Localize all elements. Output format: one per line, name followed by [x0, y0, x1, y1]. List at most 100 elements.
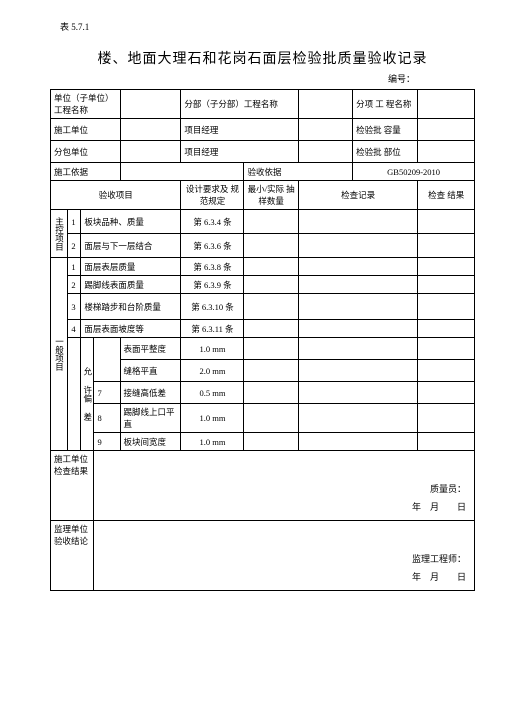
cell — [244, 234, 298, 258]
item-no: 7 — [94, 382, 120, 404]
standard-code: GB50209-2010 — [353, 163, 475, 181]
item-name: 楼梯踏步和台阶质量 — [81, 294, 181, 320]
item-name: 面层与下一层结合 — [81, 234, 181, 258]
blank-col — [68, 338, 81, 451]
item-name: 表面平整度 — [120, 338, 181, 360]
cell — [244, 294, 298, 320]
acceptance-basis-label: 验收依据 — [244, 163, 353, 181]
document-title: 楼、地面大理石和花岗石面层检验批质量验收记录 — [50, 48, 475, 68]
cell — [418, 210, 475, 234]
cell — [418, 234, 475, 258]
item-spec: 第 6.3.9 条 — [181, 276, 244, 294]
cell — [298, 360, 418, 382]
cell — [418, 338, 475, 360]
cell — [298, 276, 418, 294]
col-sample-qty: 最小/实际 抽样数量 — [244, 181, 298, 210]
item-name: 踢脚线表面质量 — [81, 276, 181, 294]
cell — [418, 276, 475, 294]
item-name: 踢脚线上口平直 — [120, 404, 181, 433]
cell — [244, 404, 298, 433]
item-spec: 1.0 mm — [181, 433, 244, 451]
item-name: 缝格平直 — [120, 360, 181, 382]
table-number: 表 5.7.1 — [60, 20, 475, 33]
item-name: 面层表面坡度等 — [81, 320, 181, 338]
item-no: 1 — [68, 258, 81, 276]
col-accept-item: 验收项目 — [51, 181, 181, 210]
item-spec: 0.5 mm — [181, 382, 244, 404]
cell — [298, 433, 418, 451]
col-check-result: 检查 结果 — [418, 181, 475, 210]
quality-officer-label: 质量员： — [412, 480, 466, 498]
cell — [418, 258, 475, 276]
item-project-value — [418, 90, 475, 119]
date-line-2: 年 月 日 — [412, 568, 466, 586]
cell — [298, 210, 418, 234]
col-check-record: 检查记录 — [298, 181, 418, 210]
supervisor-conclusion-block: 监理工程师： 年 月 日 — [94, 521, 475, 591]
cell — [298, 338, 418, 360]
group-main-control: 主控项目 — [51, 210, 68, 258]
construction-basis-value — [120, 163, 244, 181]
cell — [244, 210, 298, 234]
subcontractor-value — [120, 141, 181, 163]
item-no: 4 — [68, 320, 81, 338]
cell — [244, 433, 298, 451]
cell — [244, 258, 298, 276]
cell — [418, 382, 475, 404]
item-no: 1 — [68, 210, 81, 234]
item-no: 3 — [68, 294, 81, 320]
item-spec: 1.0 mm — [181, 338, 244, 360]
sub-project-value — [298, 90, 352, 119]
unit-project-label: 单位（子单位）工程名称 — [51, 90, 121, 119]
item-name: 板块品种、质量 — [81, 210, 181, 234]
cell — [418, 404, 475, 433]
inspection-lot-capacity-label: 检验批 容量 — [353, 119, 418, 141]
item-name: 接缝高低差 — [120, 382, 181, 404]
sub-project-label: 分部（子分部）工程名称 — [181, 90, 298, 119]
supervisor-engineer-label: 监理工程师： — [412, 550, 466, 568]
code-number-label: 编号： — [50, 72, 415, 85]
blank-cell — [94, 338, 120, 382]
project-manager-value-1 — [298, 119, 352, 141]
cell — [298, 294, 418, 320]
item-spec: 第 6.3.4 条 — [181, 210, 244, 234]
cell — [298, 382, 418, 404]
project-manager-label-1: 项目经理 — [181, 119, 298, 141]
date-line-1: 年 月 日 — [412, 498, 466, 516]
construction-unit-label: 施工单位 — [51, 119, 121, 141]
supervisor-conclusion-label: 监理单位验收结论 — [51, 521, 94, 591]
item-spec: 第 6.3.11 条 — [181, 320, 244, 338]
item-name: 板块间宽度 — [120, 433, 181, 451]
item-no: 9 — [94, 433, 120, 451]
cell — [418, 294, 475, 320]
construction-check-result-label: 施工单位 检查结果 — [51, 451, 94, 521]
cell — [244, 276, 298, 294]
cell — [418, 320, 475, 338]
cell — [298, 258, 418, 276]
project-manager-value-2 — [298, 141, 352, 163]
construction-check-result-block: 质量员： 年 月 日 — [94, 451, 475, 521]
cell — [298, 320, 418, 338]
cell — [418, 433, 475, 451]
item-spec: 第 6.3.10 条 — [181, 294, 244, 320]
inspection-lot-position-label: 检验批 部位 — [353, 141, 418, 163]
construction-unit-value — [120, 119, 181, 141]
cell — [418, 360, 475, 382]
group-general: 一般项目 — [51, 258, 68, 451]
cell — [244, 382, 298, 404]
item-spec: 第 6.3.6 条 — [181, 234, 244, 258]
subcontractor-label: 分包单位 — [51, 141, 121, 163]
item-no: 8 — [94, 404, 120, 433]
item-spec: 1.0 mm — [181, 404, 244, 433]
item-spec: 第 6.3.8 条 — [181, 258, 244, 276]
item-no: 2 — [68, 234, 81, 258]
unit-project-value — [120, 90, 181, 119]
item-name: 面层表层质量 — [81, 258, 181, 276]
inspection-lot-capacity-value — [418, 119, 475, 141]
cell — [244, 320, 298, 338]
col-design-req: 设计要求及 规范规定 — [181, 181, 244, 210]
group-tolerance: 允 许偏 差 — [81, 338, 94, 451]
cell — [298, 404, 418, 433]
cell — [244, 360, 298, 382]
inspection-lot-position-value — [418, 141, 475, 163]
